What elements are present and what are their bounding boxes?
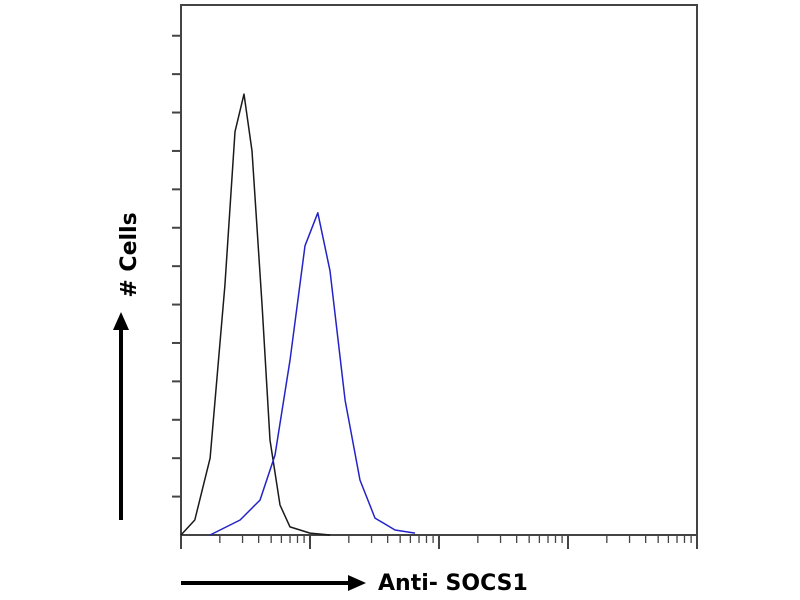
histogram-line [209,212,416,536]
y-arrow-head [113,312,129,330]
plot-frame [180,4,698,536]
x-axis-label: Anti- SOCS1 [378,571,528,596]
y-axis-label: # Cells [117,212,142,297]
histogram-line [180,93,331,536]
x-arrow-head [348,575,366,591]
